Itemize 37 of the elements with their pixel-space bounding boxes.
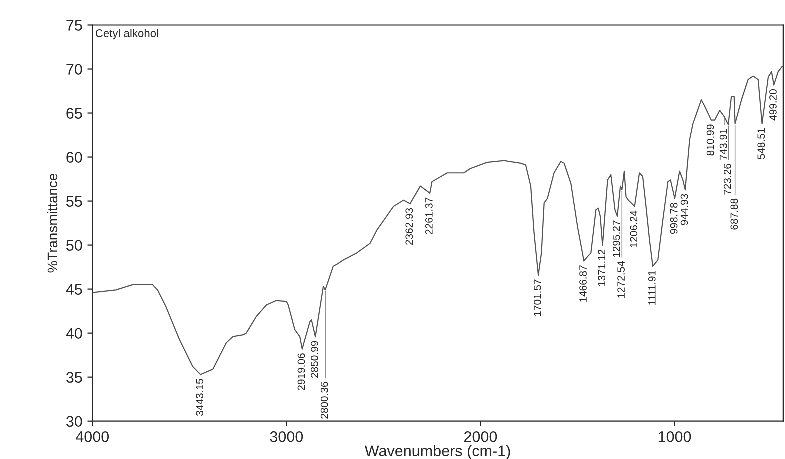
y-axis-title: %Transmittance: [47, 174, 58, 273]
x-tick-label: 3000: [270, 431, 304, 442]
annotation: 1371.12: [598, 250, 606, 286]
annotation: 2261.37: [425, 198, 433, 234]
x-tick-label: 2000: [464, 431, 498, 442]
x-tick-label: 4000: [76, 431, 110, 442]
annotation: 1206.24: [630, 210, 638, 248]
y-tick-label: 50: [66, 240, 82, 251]
y-tick-label: 40: [66, 328, 82, 340]
annotation: 2362.93: [406, 208, 414, 246]
annotation: 1111.91: [648, 270, 656, 305]
y-tick-label: 75: [66, 20, 82, 31]
y-tick-label: 45: [66, 284, 82, 296]
annotation: 944.93: [680, 194, 688, 226]
annotation: 499.20: [770, 90, 777, 121]
y-tick-label: 30: [66, 416, 82, 428]
annotation: 1272.54: [618, 261, 625, 298]
annotation: 2850.99: [311, 341, 318, 378]
annotation: 810.99: [706, 124, 714, 156]
annotation: 687.88: [730, 198, 738, 230]
annotation: 723.26: [724, 164, 732, 195]
annotation: 2800.36: [320, 382, 328, 419]
y-tick-label: 65: [66, 108, 82, 119]
y-tick-label: 55: [66, 196, 82, 207]
annotation: 2919.06: [298, 354, 306, 390]
annotation: 1701.57: [534, 280, 542, 316]
annotation: 1466.87: [580, 266, 587, 302]
annotation: 743.91: [720, 129, 728, 160]
annotation: 1295.27: [612, 220, 620, 258]
x-tick-label: 1000: [658, 431, 692, 442]
y-tick-label: 70: [66, 64, 82, 75]
y-tick-label: 60: [66, 152, 82, 163]
annotation: 998.78: [670, 203, 678, 234]
y-tick-label: 35: [66, 372, 82, 384]
chart-title: Cetyl alkohol: [96, 29, 158, 40]
annotation: 548.51: [758, 128, 766, 160]
annotation: 3443.15: [196, 379, 204, 416]
